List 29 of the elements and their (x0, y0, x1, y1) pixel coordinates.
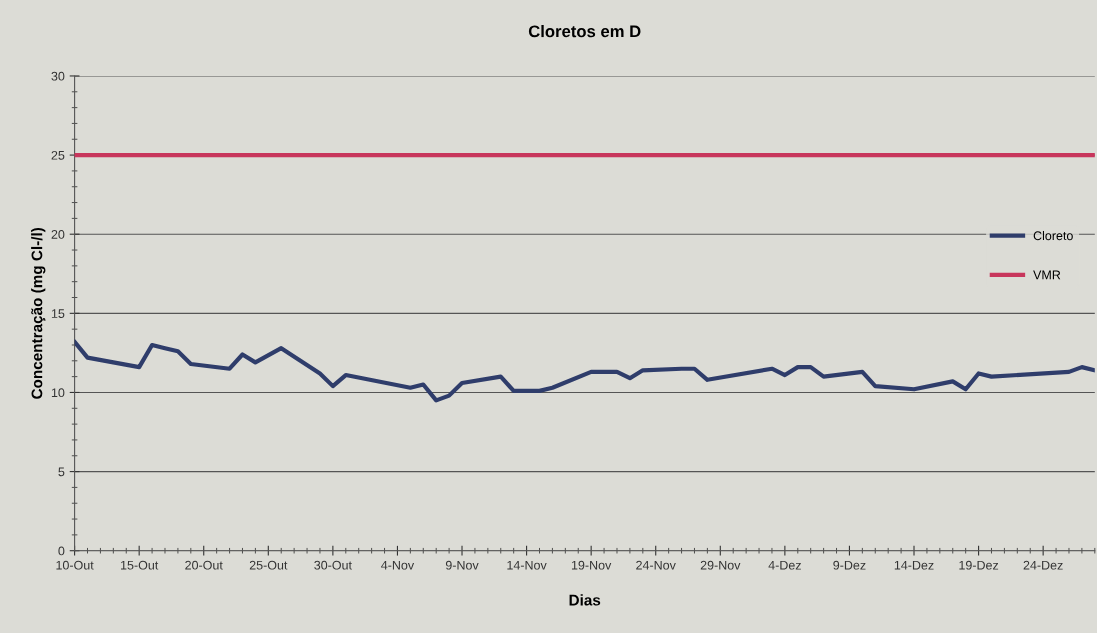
x-axis-title: Dias (569, 594, 601, 606)
y-tick-label: 20 (51, 230, 65, 239)
x-tick-label: 4-Dez (768, 560, 801, 570)
legend-label: VMR (1033, 270, 1061, 280)
chart-title: Cloretos em D (528, 24, 641, 38)
x-tick-label: 25-Out (249, 560, 288, 570)
x-tick-label: 9-Nov (445, 560, 479, 570)
y-axis-title: Concentração (mg Cl-/l) (31, 227, 46, 399)
x-tick-label: 14-Nov (507, 560, 547, 570)
x-tick-label: 19-Nov (571, 560, 612, 570)
x-tick-label: 9-Dez (833, 560, 866, 570)
y-tick-label: 10 (51, 388, 65, 398)
x-tick-label: 29-Nov (700, 560, 741, 570)
y-tick-label: 25 (51, 150, 65, 160)
line-series (74, 339, 1095, 403)
x-tick-label: 20-Out (185, 560, 223, 570)
x-tick-label: 30-Out (314, 560, 352, 570)
legend-label: Cloreto (1033, 230, 1073, 241)
y-tick-label: 15 (51, 309, 65, 318)
x-tick-label: 19-Dez (959, 560, 999, 570)
y-tick-label: 30 (51, 71, 65, 81)
x-tick-label: 15-Out (121, 560, 159, 570)
y-tick-label: 0 (58, 546, 65, 556)
x-tick-label: 10-Out (56, 560, 94, 570)
x-tick-label: 4-Nov (381, 560, 415, 570)
x-tick-label: 14-Dez (894, 560, 934, 570)
x-tick-label: 24-Dez (1023, 560, 1063, 570)
x-tick-label: 24-Nov (636, 560, 676, 570)
y-tick-label: 5 (58, 467, 65, 477)
